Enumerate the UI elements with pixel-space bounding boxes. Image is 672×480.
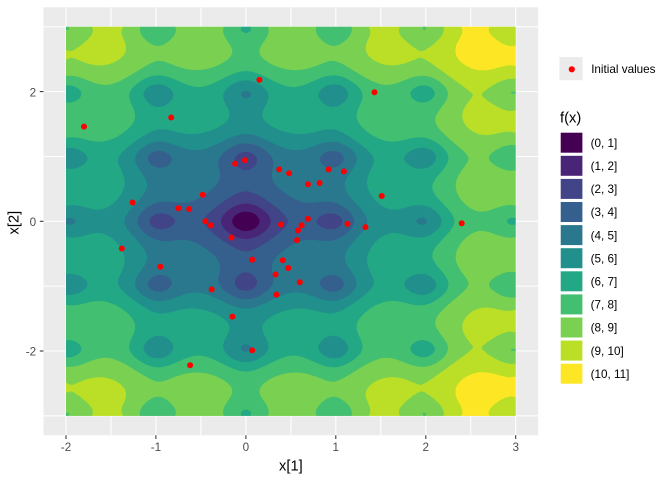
svg-text:0: 0	[30, 216, 37, 229]
svg-text:(7, 8]: (7, 8]	[591, 299, 618, 312]
svg-text:(6, 7]: (6, 7]	[591, 276, 618, 289]
svg-text:(5, 6]: (5, 6]	[591, 252, 618, 265]
svg-text:1: 1	[333, 441, 340, 454]
svg-text:(10, 11]: (10, 11]	[591, 368, 630, 381]
svg-text:(8, 9]: (8, 9]	[591, 322, 618, 335]
svg-text:(4, 5]: (4, 5]	[591, 229, 618, 242]
svg-text:0: 0	[243, 441, 250, 454]
svg-text:f(x): f(x)	[560, 111, 581, 127]
svg-text:-2: -2	[61, 441, 71, 454]
svg-text:x[2]: x[2]	[7, 211, 23, 235]
svg-text:(9, 10]: (9, 10]	[591, 345, 624, 358]
svg-text:2: 2	[30, 86, 37, 99]
svg-text:(0, 1]: (0, 1]	[591, 137, 618, 150]
svg-text:x[1]: x[1]	[279, 458, 303, 474]
svg-text:(1, 2]: (1, 2]	[591, 160, 618, 173]
svg-text:-1: -1	[151, 441, 161, 454]
svg-text:3: 3	[512, 441, 519, 454]
svg-text:(2, 3]: (2, 3]	[591, 183, 618, 196]
svg-text:2: 2	[423, 441, 430, 454]
svg-text:(3, 4]: (3, 4]	[591, 206, 618, 219]
svg-text:-2: -2	[26, 346, 36, 359]
svg-text:Initial values: Initial values	[591, 63, 655, 76]
